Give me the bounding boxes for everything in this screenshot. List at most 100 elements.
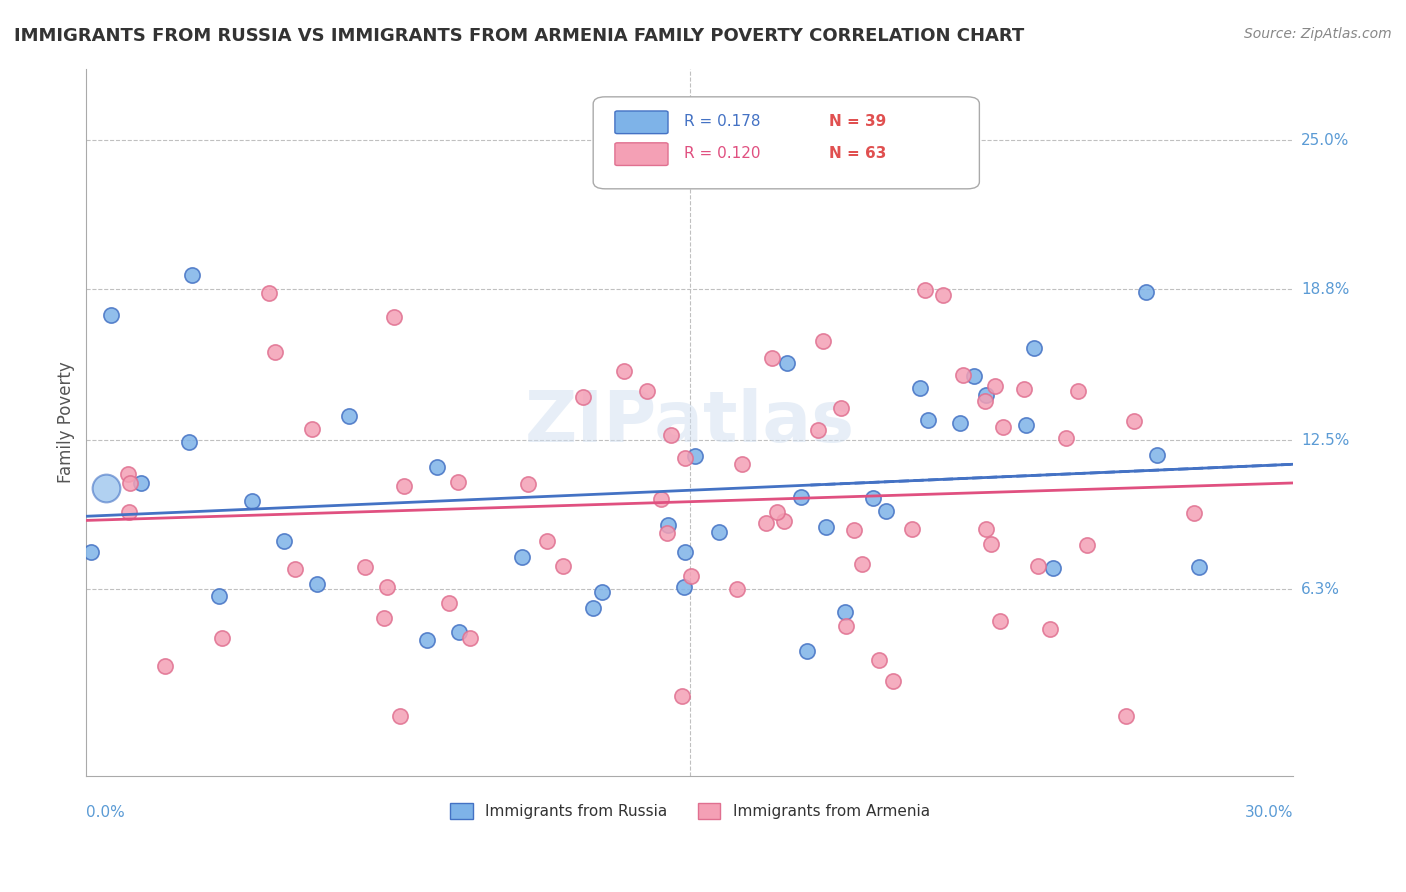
Point	[776, 356, 799, 370]
Point	[984, 379, 1007, 393]
Point	[851, 558, 873, 572]
Point	[284, 562, 307, 576]
Point	[273, 533, 295, 548]
Point	[659, 428, 682, 442]
Text: R = 0.178: R = 0.178	[683, 114, 761, 129]
Point	[80, 544, 103, 558]
Point	[373, 610, 395, 624]
Point	[773, 514, 796, 528]
Point	[875, 504, 897, 518]
Text: R = 0.120: R = 0.120	[683, 146, 761, 161]
Point	[1115, 709, 1137, 723]
Point	[908, 381, 931, 395]
Point	[657, 517, 679, 532]
Point	[914, 283, 936, 297]
Point	[263, 344, 285, 359]
Point	[1076, 538, 1098, 552]
Point	[650, 491, 672, 506]
Point	[118, 505, 141, 519]
Point	[917, 413, 939, 427]
Point	[208, 589, 231, 603]
Point	[100, 308, 122, 322]
Text: N = 39: N = 39	[828, 114, 886, 129]
Point	[807, 423, 830, 437]
Point	[117, 467, 139, 481]
Point	[974, 522, 997, 536]
Point	[1026, 558, 1049, 573]
Point	[672, 580, 695, 594]
Point	[1135, 285, 1157, 299]
Point	[636, 384, 658, 398]
Point	[572, 390, 595, 404]
Point	[868, 653, 890, 667]
Point	[962, 368, 984, 383]
Y-axis label: Family Poverty: Family Poverty	[58, 361, 75, 483]
Point	[307, 576, 329, 591]
Point	[657, 526, 679, 541]
Point	[447, 475, 470, 490]
Point	[790, 490, 813, 504]
Point	[1067, 384, 1090, 399]
Point	[591, 585, 613, 599]
Point	[681, 569, 703, 583]
Point	[96, 481, 118, 495]
Point	[517, 477, 540, 491]
Text: 12.5%: 12.5%	[1301, 433, 1350, 448]
Text: 18.8%: 18.8%	[1301, 282, 1350, 297]
Point	[1042, 560, 1064, 574]
Point	[118, 475, 141, 490]
Point	[388, 709, 411, 723]
Point	[1182, 506, 1205, 520]
Point	[1122, 414, 1144, 428]
Point	[901, 522, 924, 536]
Point	[536, 534, 558, 549]
Point	[1039, 622, 1062, 636]
Point	[862, 491, 884, 505]
Point	[392, 479, 415, 493]
Point	[354, 560, 377, 574]
Legend: Immigrants from Russia, Immigrants from Armenia: Immigrants from Russia, Immigrants from …	[443, 797, 936, 825]
Point	[952, 368, 974, 382]
Point	[766, 505, 789, 519]
Text: 25.0%: 25.0%	[1301, 133, 1350, 148]
Point	[949, 416, 972, 430]
Point	[673, 545, 696, 559]
Point	[129, 475, 152, 490]
Point	[725, 582, 748, 596]
Point	[447, 625, 470, 640]
Point	[582, 601, 605, 615]
FancyBboxPatch shape	[593, 97, 980, 189]
Point	[761, 351, 783, 365]
Point	[811, 334, 834, 348]
Point	[240, 494, 263, 508]
Point	[974, 388, 997, 402]
Point	[675, 450, 697, 465]
Point	[180, 268, 202, 282]
Point	[416, 633, 439, 648]
Point	[153, 658, 176, 673]
Point	[974, 394, 997, 409]
Point	[842, 523, 865, 537]
Point	[755, 516, 778, 530]
Point	[814, 519, 837, 533]
Point	[988, 614, 1011, 628]
Point	[1146, 448, 1168, 462]
Point	[834, 605, 856, 619]
Point	[337, 409, 360, 424]
Point	[460, 631, 482, 645]
Text: Source: ZipAtlas.com: Source: ZipAtlas.com	[1244, 27, 1392, 41]
Point	[551, 558, 574, 573]
Point	[426, 460, 449, 475]
Point	[830, 401, 852, 415]
Point	[211, 632, 233, 646]
Text: 30.0%: 30.0%	[1244, 805, 1294, 820]
Text: N = 63: N = 63	[828, 146, 886, 161]
Point	[510, 550, 533, 565]
Point	[980, 537, 1002, 551]
Point	[382, 310, 405, 324]
FancyBboxPatch shape	[614, 111, 668, 134]
Point	[375, 580, 398, 594]
Point	[834, 619, 856, 633]
Point	[709, 524, 731, 539]
Point	[796, 643, 818, 657]
